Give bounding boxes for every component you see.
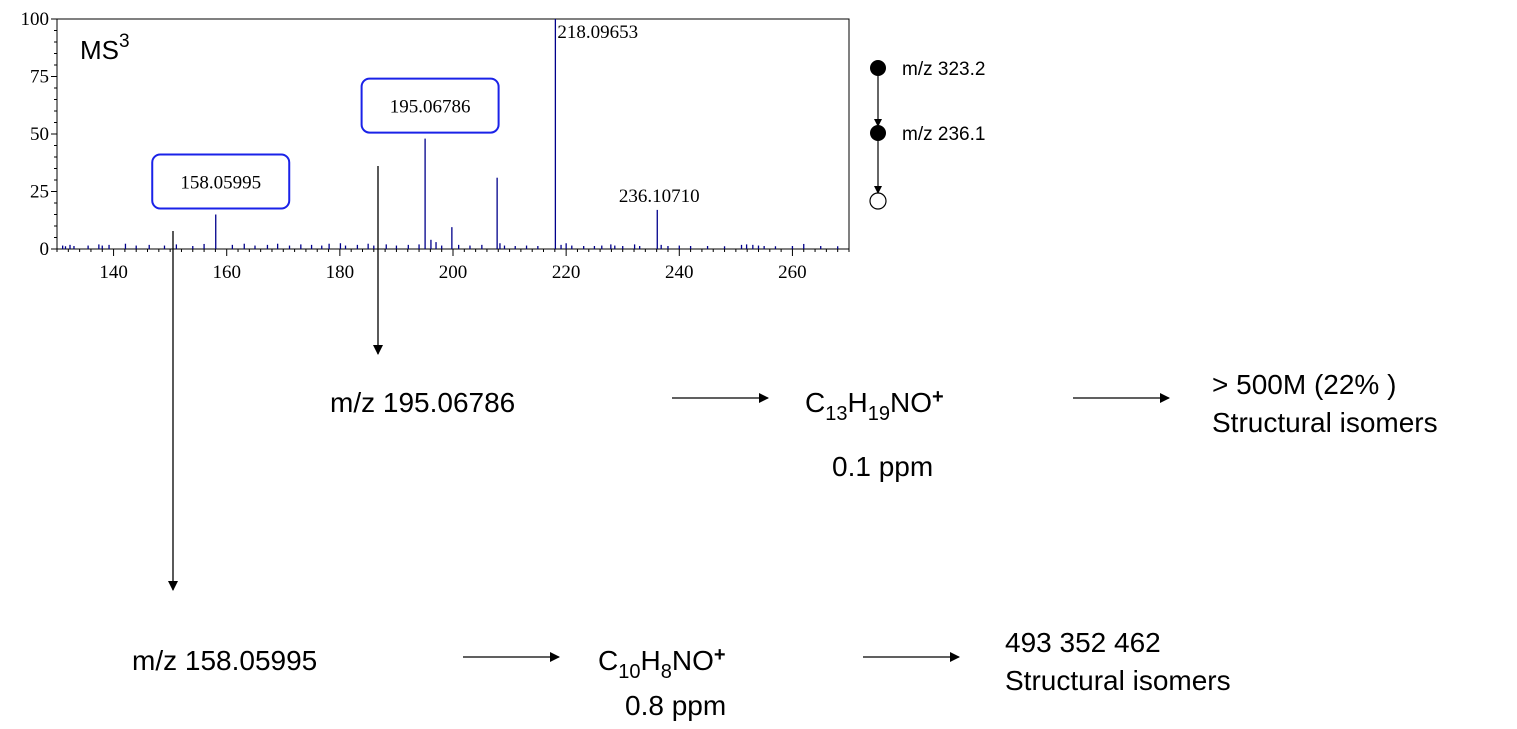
row1-ppm: 0.1 ppm <box>832 451 933 482</box>
row2-formula: C10H8NO+ <box>598 644 726 683</box>
formula-part: NO <box>672 645 714 676</box>
formula-part: NO <box>890 387 932 418</box>
x-tick-label: 240 <box>665 262 694 283</box>
y-tick-label: 50 <box>30 124 49 145</box>
x-tick-label: 220 <box>552 262 581 283</box>
formula-part: 8 <box>661 661 672 683</box>
peak-labels: 218.09653 236.10710 195.06786 158.05995 <box>151 22 700 210</box>
peak-label-box-158-05995 <box>151 153 291 210</box>
row2-result-line2: Structural isomers <box>1005 665 1231 696</box>
row2-result-line1: 493 352 462 <box>1005 627 1161 658</box>
x-tick-label: 160 <box>212 262 241 283</box>
formula-part: H <box>640 645 660 676</box>
spectrum-peaks <box>62 19 839 249</box>
msn-node-parent-label: m/z 323.2 <box>902 59 985 80</box>
formula-part: C <box>805 387 825 418</box>
msn-node-intermediate-label: m/z 236.1 <box>902 124 985 145</box>
x-axis: 140 160 180 200 220 240 260 <box>56 249 850 283</box>
x-tick-label: 200 <box>439 262 468 283</box>
peak-label-218-09653: 218.09653 <box>557 22 638 43</box>
chart-title: MS3 <box>80 31 130 65</box>
formula-part: + <box>714 644 726 666</box>
row2-ppm: 0.8 ppm <box>625 690 726 721</box>
msn-node-intermediate <box>870 125 886 141</box>
peak-label-158-05995: 158.05995 <box>180 173 261 194</box>
msn-tree: m/z 323.2 m/z 236.1 <box>869 59 985 210</box>
y-tick-label: 75 <box>30 67 49 88</box>
row1-result-line1: > 500M (22% ) <box>1212 369 1396 400</box>
formula-part: C <box>598 645 618 676</box>
x-tick-label: 140 <box>99 262 128 283</box>
msn-node-parent <box>870 60 886 76</box>
formula-part: 19 <box>868 403 890 425</box>
row2-mz: m/z 158.05995 <box>132 645 317 676</box>
row1-mz: m/z 195.06786 <box>330 387 515 418</box>
row1-formula: C13H19NO+ <box>805 386 944 425</box>
y-axis: 0 25 50 75 100 <box>21 9 57 260</box>
peak-label-195-06786: 195.06786 <box>390 97 471 118</box>
formula-part: H <box>847 387 867 418</box>
plot-frame <box>56 18 850 250</box>
y-tick-label: 100 <box>21 9 50 30</box>
msn-node-product <box>869 192 887 210</box>
result-row-2: m/z 158.05995 C10H8NO+ 0.8 ppm 493 352 4… <box>132 627 1231 721</box>
y-tick-label: 25 <box>30 182 49 203</box>
x-tick-label: 260 <box>778 262 807 283</box>
formula-part: + <box>932 386 944 408</box>
y-tick-label: 0 <box>40 239 50 260</box>
peak-label-236-10710: 236.10710 <box>619 186 700 207</box>
x-tick-label: 180 <box>326 262 355 283</box>
result-row-1: m/z 195.06786 C13H19NO+ 0.1 ppm > 500M (… <box>330 369 1438 482</box>
formula-part: 10 <box>618 661 640 683</box>
formula-part: 13 <box>825 403 847 425</box>
row1-result-line2: Structural isomers <box>1212 407 1438 438</box>
peak-label-box-195-06786 <box>360 77 500 134</box>
